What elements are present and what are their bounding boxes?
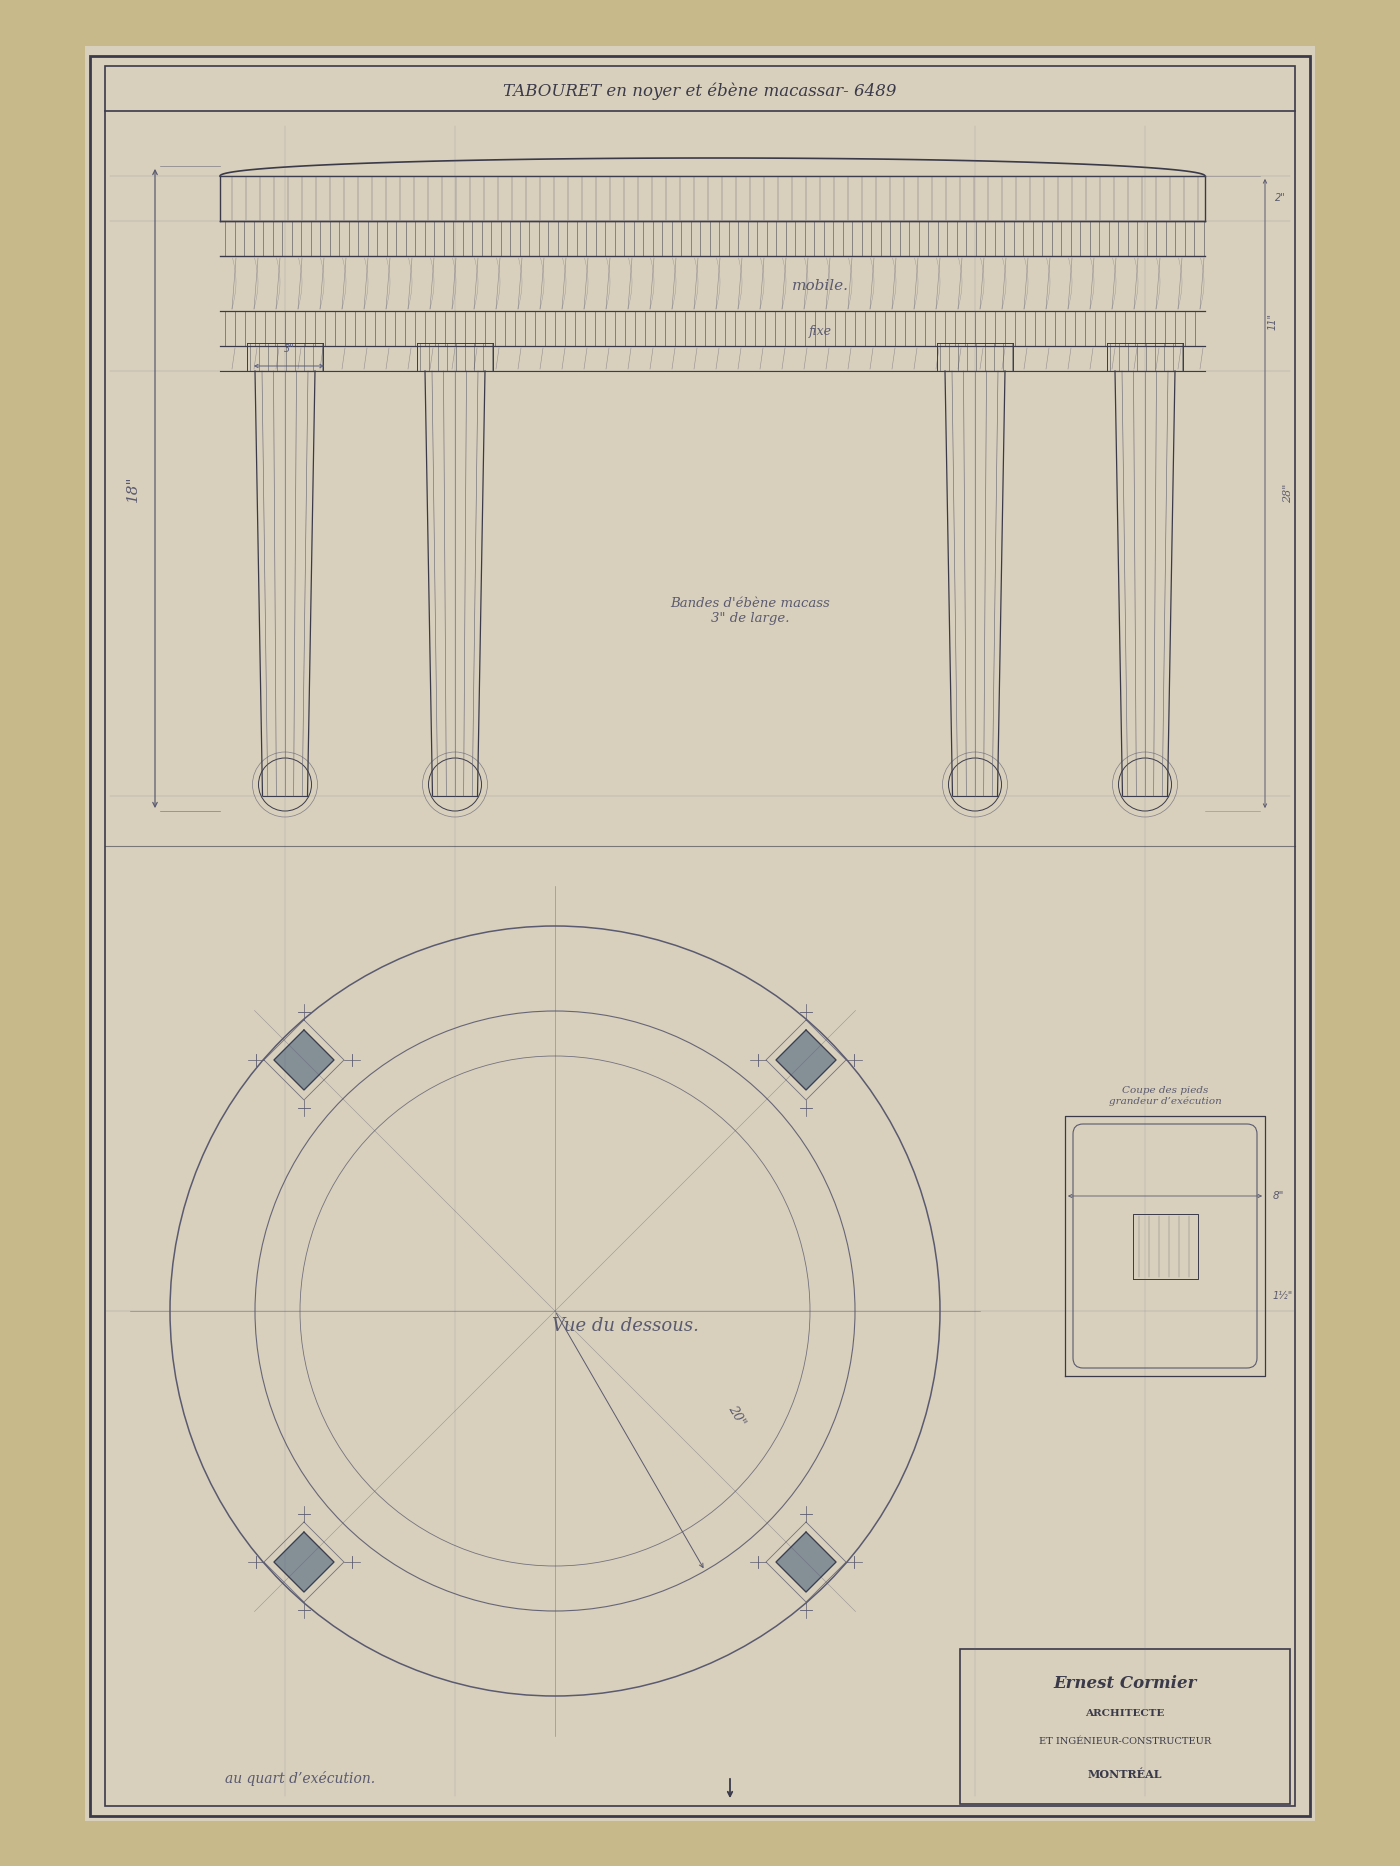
Polygon shape [776, 1532, 836, 1592]
Text: 1½": 1½" [1273, 1291, 1294, 1301]
Text: 11": 11" [1268, 312, 1278, 330]
Bar [85, 47, 1315, 1821]
Text: mobile.: mobile. [791, 280, 848, 293]
Text: 8": 8" [1273, 1191, 1284, 1202]
Text: Bandes d'ébène macass
3" de large.: Bandes d'ébène macass 3" de large. [671, 597, 830, 625]
Polygon shape [274, 1532, 335, 1592]
Text: 28": 28" [1282, 483, 1294, 504]
Text: 18": 18" [126, 476, 140, 502]
Text: MONTRÉAL: MONTRÉAL [1088, 1769, 1162, 1780]
Bar [90, 56, 1310, 1816]
Text: ET INGÉNIEUR-CONSTRUCTEUR: ET INGÉNIEUR-CONSTRUCTEUR [1039, 1737, 1211, 1747]
Bar [960, 1650, 1289, 1804]
Text: au quart d’exécution.: au quart d’exécution. [225, 1771, 375, 1786]
Bar [105, 65, 1295, 1806]
Text: ARCHITECTE: ARCHITECTE [1085, 1709, 1165, 1719]
Text: fixe: fixe [808, 325, 832, 338]
Text: 3": 3" [284, 343, 294, 355]
Text: 20": 20" [725, 1403, 748, 1429]
Polygon shape [776, 1030, 836, 1090]
Text: Coupe des pieds
grandeur d’exécution: Coupe des pieds grandeur d’exécution [1109, 1086, 1221, 1107]
Text: 2": 2" [1275, 192, 1285, 203]
Text: Ernest Cormier: Ernest Cormier [1053, 1676, 1197, 1692]
Polygon shape [274, 1030, 335, 1090]
Text: Vue du dessous.: Vue du dessous. [552, 1317, 699, 1334]
Text: TABOURET en noyer et ébène macassar- 6489: TABOURET en noyer et ébène macassar- 648… [503, 82, 897, 99]
